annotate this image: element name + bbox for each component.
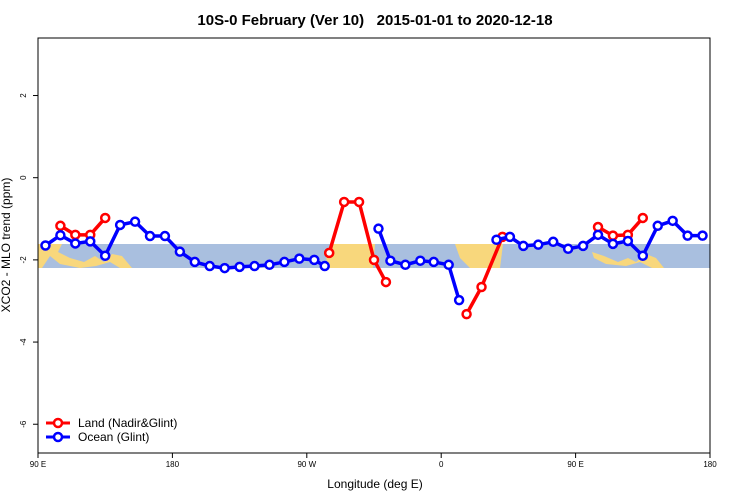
data-point <box>174 246 186 257</box>
data-point <box>385 255 396 266</box>
data-point <box>353 196 365 208</box>
data-point <box>338 196 350 208</box>
data-point <box>144 230 156 242</box>
data-point <box>159 230 171 242</box>
data-point <box>99 212 111 224</box>
y-axis-label: XCO2 - MLO trend (ppm) <box>0 178 13 313</box>
x-tick-label: 0 <box>439 460 444 469</box>
data-point <box>373 223 384 234</box>
data-point <box>592 229 604 241</box>
x-tick-label: 90 E <box>30 460 46 469</box>
y-tick-label: 2 <box>19 93 28 98</box>
data-point <box>323 247 335 259</box>
legend-label: Ocean (Glint) <box>78 430 149 444</box>
data-point <box>682 230 693 241</box>
data-point <box>667 215 678 227</box>
land-patch <box>326 244 375 268</box>
plot-frame <box>37 37 711 454</box>
data-point <box>234 261 245 273</box>
x-tick-label: 180 <box>166 460 180 469</box>
data-point <box>264 259 275 271</box>
data-point <box>319 260 330 272</box>
y-tick-label: -4 <box>19 338 28 346</box>
data-point <box>219 262 230 274</box>
data-point <box>622 235 634 247</box>
x-tick-label: 90 W <box>297 460 316 469</box>
data-point <box>294 253 305 264</box>
data-point <box>204 260 215 272</box>
data-point <box>476 281 487 293</box>
y-tick-label: -6 <box>19 420 28 428</box>
data-point <box>415 255 426 266</box>
data-point <box>70 238 81 249</box>
data-point <box>249 260 260 272</box>
data-point <box>428 256 439 268</box>
data-point <box>309 254 320 266</box>
data-point <box>55 229 66 241</box>
data-point <box>40 240 51 251</box>
x-tick-label: 90 E <box>567 460 583 469</box>
data-point <box>637 212 649 224</box>
data-point <box>279 256 290 268</box>
data-point <box>697 230 708 241</box>
data-point <box>368 254 380 266</box>
data-point <box>453 294 465 306</box>
data-point <box>652 220 663 232</box>
data-point <box>443 259 454 271</box>
data-point <box>504 231 516 243</box>
data-point <box>114 219 126 231</box>
data-point <box>562 243 574 255</box>
data-point <box>607 238 619 250</box>
x-tick-label: 180 <box>703 460 717 469</box>
data-point <box>85 236 96 247</box>
data-point <box>461 308 472 320</box>
data-point <box>189 256 201 268</box>
data-point <box>99 250 111 262</box>
land-patch <box>38 244 132 268</box>
data-point <box>533 239 544 250</box>
data-point <box>577 240 589 252</box>
data-point <box>491 234 502 245</box>
data-point <box>547 236 559 248</box>
chart-title: 10S-0 February (Ver 10) 2015-01-01 to 20… <box>197 12 552 29</box>
data-point <box>70 229 81 241</box>
legend-label: Land (Nadir&Glint) <box>78 416 177 430</box>
x-axis-label: Longitude (deg E) <box>327 477 422 491</box>
data-point <box>400 259 411 271</box>
data-point <box>637 250 649 262</box>
y-tick-label: -2 <box>19 256 28 264</box>
data-point <box>380 276 392 288</box>
data-point <box>607 230 619 241</box>
data-point <box>55 220 66 232</box>
legend-marker <box>52 431 64 443</box>
y-tick-label: 0 <box>19 175 28 180</box>
data-point <box>518 240 529 252</box>
data-point <box>129 216 141 227</box>
legend-marker <box>52 417 64 429</box>
